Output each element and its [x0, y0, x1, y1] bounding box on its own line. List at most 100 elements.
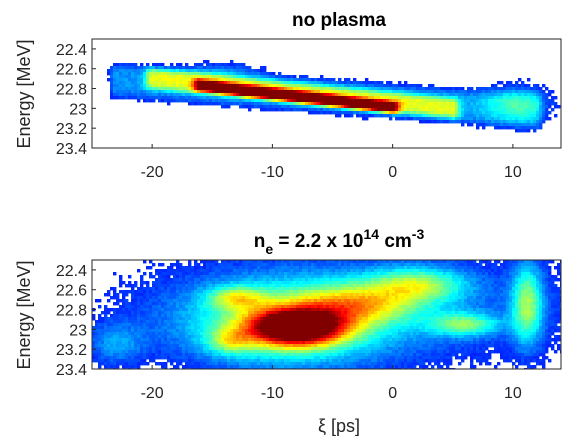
- heatmap-cell: [515, 111, 519, 115]
- heatmap-cell: [347, 359, 351, 363]
- heatmap-cell: [167, 314, 171, 318]
- heatmap-cell: [356, 90, 360, 94]
- heatmap-cell: [317, 290, 321, 294]
- heatmap-cell: [158, 362, 162, 366]
- heatmap-cell: [209, 278, 213, 282]
- heatmap-cell: [392, 108, 396, 112]
- heatmap-cell: [182, 96, 186, 100]
- heatmap-cell: [212, 75, 216, 79]
- heatmap-cell: [503, 126, 507, 130]
- heatmap-cell: [296, 281, 300, 285]
- heatmap-cell: [149, 356, 153, 360]
- heatmap-cell: [254, 302, 258, 306]
- heatmap-cell: [125, 299, 129, 303]
- heatmap-cell: [176, 359, 180, 363]
- heatmap-cell: [332, 96, 336, 100]
- heatmap-cell: [545, 87, 549, 91]
- heatmap-cell: [191, 275, 195, 279]
- heatmap-cell: [488, 117, 492, 121]
- heatmap-cell: [389, 87, 393, 91]
- heatmap-cell: [146, 299, 150, 303]
- heatmap-cell: [272, 311, 276, 315]
- heatmap-cell: [173, 341, 177, 345]
- heatmap-cell: [383, 105, 387, 109]
- heatmap-cell: [95, 353, 99, 357]
- heatmap-cell: [485, 117, 489, 121]
- heatmap-cell: [239, 332, 243, 336]
- heatmap-cell: [263, 299, 267, 303]
- heatmap-cell: [188, 99, 192, 103]
- heatmap-cell: [299, 311, 303, 315]
- heatmap-cell: [299, 314, 303, 318]
- heatmap-cell: [296, 266, 300, 270]
- heatmap-cell: [362, 290, 366, 294]
- heatmap-cell: [218, 320, 222, 324]
- heatmap-cell: [350, 299, 354, 303]
- heatmap-cell: [158, 78, 162, 82]
- heatmap-cell: [494, 93, 498, 97]
- heatmap-cell: [275, 347, 279, 351]
- heatmap-cell: [224, 323, 228, 327]
- heatmap-cell: [347, 263, 351, 267]
- heatmap-cell: [149, 302, 153, 306]
- heatmap-cell: [164, 69, 168, 73]
- heatmap-cell: [338, 350, 342, 354]
- heatmap-cell: [239, 335, 243, 339]
- heatmap-cell: [317, 260, 321, 264]
- heatmap-cell: [263, 69, 267, 73]
- heatmap-cell: [362, 263, 366, 267]
- heatmap-cell: [230, 99, 234, 103]
- heatmap-cell: [347, 344, 351, 348]
- heatmap-cell: [416, 90, 420, 94]
- heatmap-cell: [170, 66, 174, 70]
- heatmap-cell: [212, 90, 216, 94]
- heatmap-cell: [266, 284, 270, 288]
- heatmap-cell: [173, 347, 177, 351]
- heatmap-cell: [119, 96, 123, 100]
- heatmap-cell: [251, 87, 255, 91]
- heatmap-cell: [230, 365, 234, 369]
- heatmap-cell: [245, 284, 249, 288]
- heatmap-cell: [107, 290, 111, 294]
- heatmap-cell: [269, 93, 273, 97]
- heatmap-cell: [350, 320, 354, 324]
- heatmap-cell: [344, 326, 348, 330]
- heatmap-cell: [290, 350, 294, 354]
- heatmap-cell: [185, 266, 189, 270]
- heatmap-cell: [239, 344, 243, 348]
- heatmap-cell: [536, 96, 540, 100]
- heatmap-cell: [350, 272, 354, 276]
- heatmap-cell: [254, 344, 258, 348]
- heatmap-cell: [350, 105, 354, 109]
- heatmap-cell: [122, 305, 126, 309]
- heatmap-cell: [173, 87, 177, 91]
- heatmap-cell: [239, 356, 243, 360]
- heatmap-cell: [326, 344, 330, 348]
- heatmap-cell: [314, 365, 318, 369]
- heatmap-cell: [350, 269, 354, 273]
- heatmap-cell: [443, 108, 447, 112]
- heatmap-cell: [284, 356, 288, 360]
- heatmap-cell: [521, 87, 525, 91]
- heatmap-cell: [353, 329, 357, 333]
- heatmap-cell: [296, 105, 300, 109]
- heatmap-cell: [209, 72, 213, 76]
- heatmap-cell: [212, 287, 216, 291]
- heatmap-cell: [203, 260, 207, 264]
- heatmap-cell: [404, 105, 408, 109]
- heatmap-cell: [116, 84, 120, 88]
- heatmap-cell: [197, 317, 201, 321]
- heatmap-cell: [266, 332, 270, 336]
- heatmap-cell: [308, 266, 312, 270]
- heatmap-cell: [107, 344, 111, 348]
- heatmap-cell: [287, 93, 291, 97]
- heatmap-cell: [335, 105, 339, 109]
- heatmap-cell: [140, 338, 144, 342]
- heatmap-cell: [281, 290, 285, 294]
- heatmap-cell: [227, 72, 231, 76]
- heatmap-cell: [449, 111, 453, 115]
- heatmap-cell: [353, 332, 357, 336]
- heatmap-cell: [146, 335, 150, 339]
- heatmap-cell: [116, 311, 120, 315]
- heatmap-cell: [107, 332, 111, 336]
